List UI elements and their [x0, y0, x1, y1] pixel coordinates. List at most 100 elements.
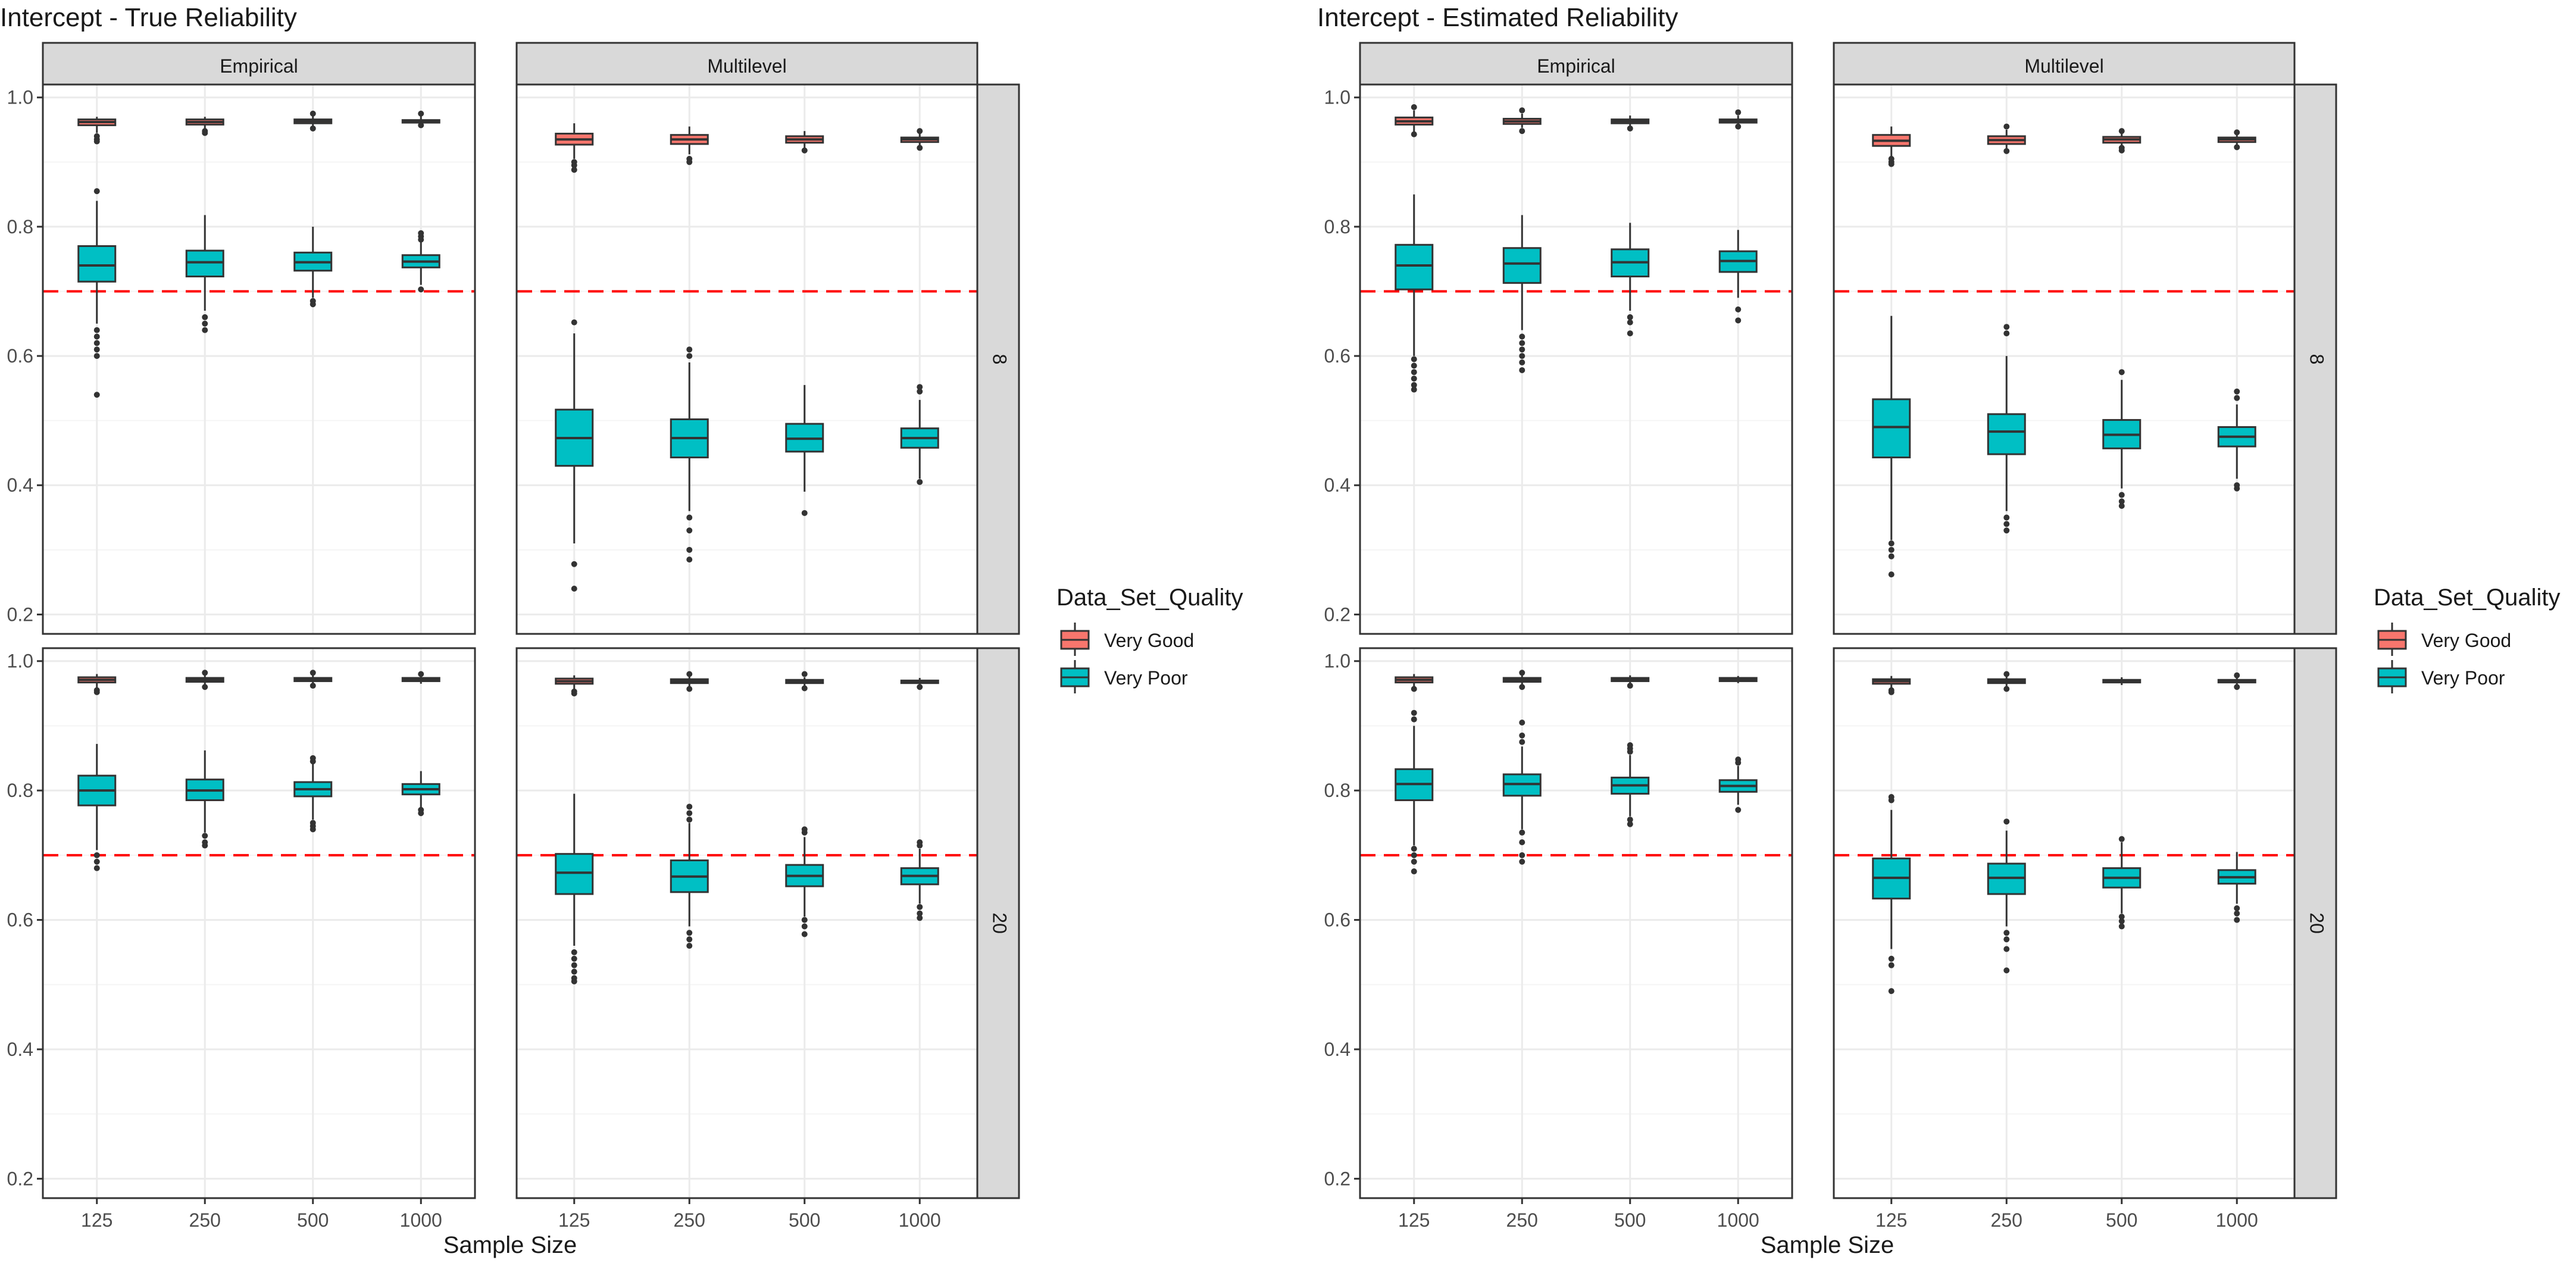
outlier-point: [571, 978, 577, 984]
y-tick-label: 1.0: [7, 87, 33, 108]
outlier-point: [93, 852, 100, 858]
box: [555, 319, 594, 592]
box: [785, 384, 824, 516]
outlier-point: [1411, 845, 1417, 852]
outlier-point: [1888, 161, 1895, 167]
y-tick-label: 0.4: [1324, 1039, 1350, 1060]
outlier-point: [917, 684, 923, 690]
outlier-point: [1411, 104, 1417, 111]
outlier-point: [801, 931, 808, 937]
outlier-point: [1627, 330, 1633, 337]
box: [555, 123, 594, 173]
facet-panel: [1833, 647, 2296, 1199]
outlier-point: [310, 110, 316, 117]
outlier-point: [1519, 340, 1525, 346]
outlier-point: [801, 917, 808, 923]
box: [2102, 369, 2142, 509]
outlier-point: [2234, 684, 2240, 690]
y-tick-label: 0.4: [1324, 474, 1350, 496]
outlier-point: [93, 353, 100, 359]
outlier-point: [202, 833, 208, 839]
outlier-point: [1519, 670, 1525, 676]
box: [1718, 109, 1758, 130]
y-tick-label: 0.8: [1324, 780, 1350, 801]
outlier-point: [1735, 123, 1742, 130]
box-body: [1987, 413, 2026, 455]
outlier-point: [686, 804, 693, 810]
x-tick-label: 250: [189, 1209, 221, 1231]
box: [2102, 677, 2142, 685]
legend-entry-label: Very Poor: [1104, 667, 1188, 689]
legend-entry-label: Very Good: [1104, 630, 1194, 651]
outlier-point: [1519, 333, 1525, 340]
box: [785, 826, 824, 937]
x-tick-label: 250: [674, 1209, 705, 1231]
outlier-point: [2003, 936, 2010, 943]
box-body: [1395, 243, 1434, 290]
outlier-point: [1735, 109, 1742, 115]
panel-border: [1833, 647, 2296, 1199]
outlier-point: [1888, 988, 1895, 995]
box: [1395, 709, 1434, 875]
panel-background: [517, 85, 977, 634]
outlier-point: [1519, 359, 1525, 365]
box: [1872, 676, 1911, 695]
x-tick-label: 500: [1614, 1209, 1646, 1231]
outlier-point: [2118, 502, 2125, 509]
outlier-point: [917, 145, 923, 151]
panel-border: [1833, 83, 2296, 635]
outlier-point: [686, 817, 693, 823]
outlier-point: [801, 923, 808, 930]
outlier-point: [1519, 852, 1525, 858]
outlier-point: [2234, 917, 2240, 923]
box: [1611, 223, 1650, 337]
outlier-point: [2003, 686, 2010, 692]
outlier-point: [686, 686, 693, 692]
chart-2: Intercept - Estimated Reliability Empiric…: [1317, 3, 2561, 1258]
column-strip: [515, 42, 978, 86]
x-tick-label: 1000: [899, 1209, 941, 1231]
box: [1395, 104, 1434, 137]
outlier-point: [571, 955, 577, 962]
outlier-point: [202, 320, 208, 327]
y-tick-label: 0.6: [1324, 345, 1350, 367]
outlier-point: [571, 561, 577, 567]
panel-background: [1360, 85, 1792, 634]
box: [185, 215, 224, 333]
outlier-point: [202, 670, 208, 676]
row-strip: [976, 83, 1020, 635]
outlier-point: [202, 327, 208, 333]
box: [1872, 794, 1911, 995]
box: [185, 670, 224, 690]
box: [293, 110, 333, 132]
y-tick-label: 0.6: [7, 345, 33, 367]
outlier-point: [310, 125, 316, 132]
panel-background: [1360, 648, 1792, 1198]
facet-panel: [1359, 83, 1793, 635]
outlier-point: [202, 130, 208, 136]
outlier-point: [801, 509, 808, 516]
column-strip-label: Empirical: [1537, 55, 1615, 77]
box: [2217, 672, 2256, 690]
outlier-point: [1411, 852, 1417, 858]
outlier-point: [2003, 818, 2010, 825]
y-tick-label: 0.6: [1324, 909, 1350, 931]
outlier-point: [93, 392, 100, 398]
panel-border: [515, 83, 978, 635]
outlier-point: [1411, 709, 1417, 716]
box-body: [1502, 247, 1542, 284]
row-strip-label: 20: [2306, 912, 2328, 934]
outlier-point: [1519, 367, 1525, 373]
outlier-point: [310, 670, 316, 676]
chart-title: Intercept - Estimated Reliability: [1317, 3, 1678, 32]
box: [2217, 129, 2256, 151]
x-tick-label: 125: [558, 1209, 590, 1231]
legend-key: [2377, 660, 2407, 693]
facet-panel: [1833, 83, 2296, 635]
box: [401, 771, 440, 817]
outlier-point: [93, 689, 100, 695]
outlier-point: [418, 810, 424, 817]
box: [1611, 115, 1650, 132]
box: [900, 839, 939, 921]
